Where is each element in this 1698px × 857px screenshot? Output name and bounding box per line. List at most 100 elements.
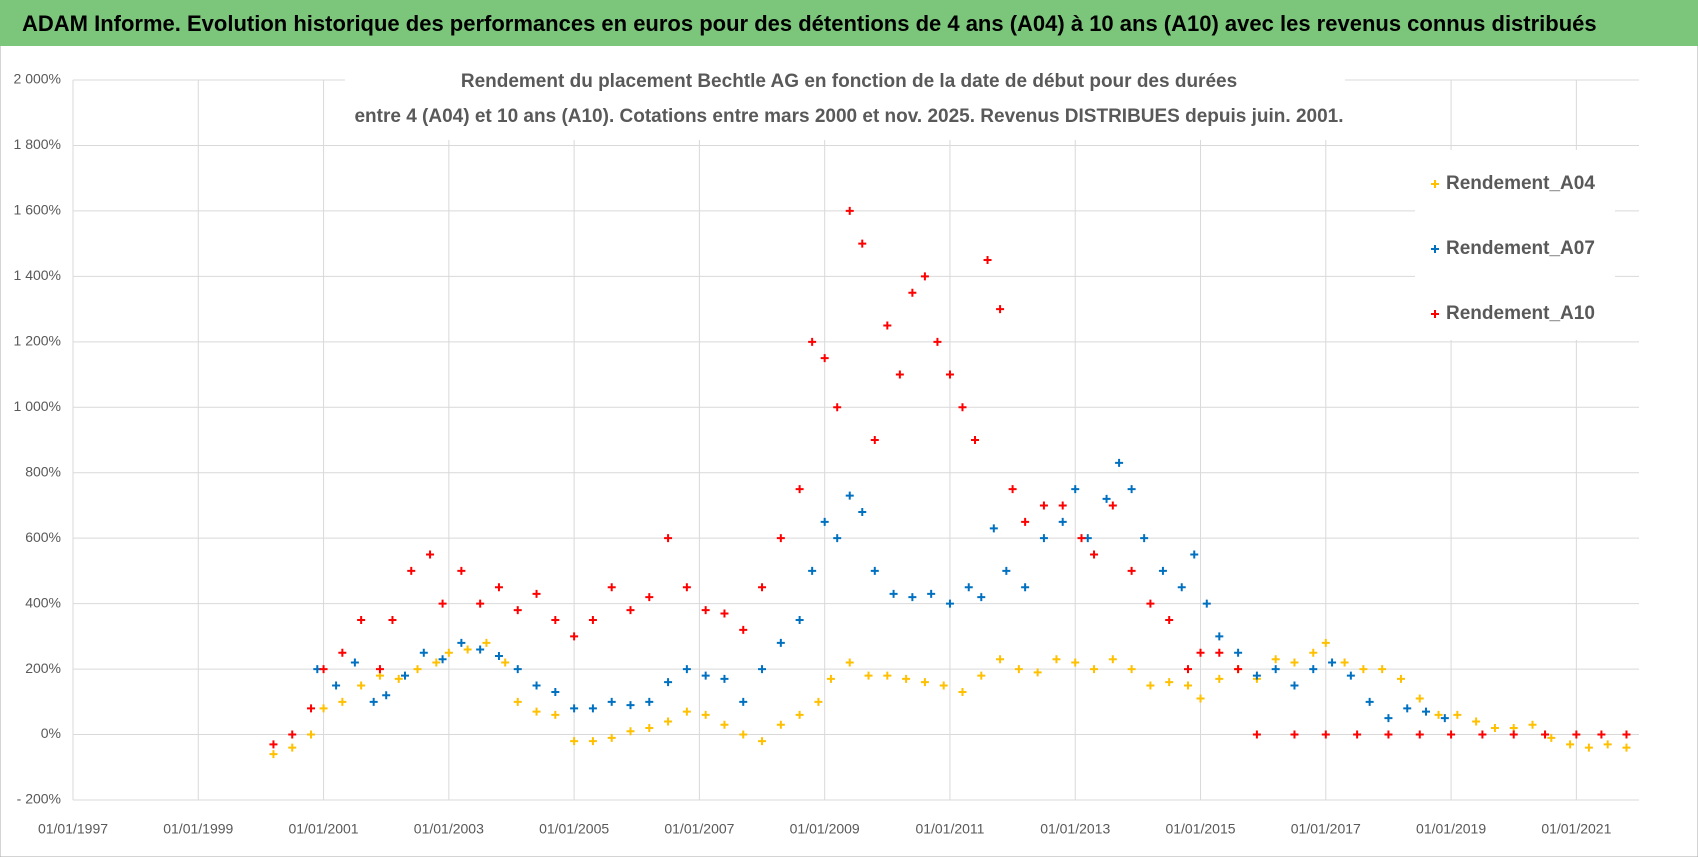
point bbox=[920, 678, 929, 687]
point bbox=[269, 740, 278, 749]
point bbox=[438, 599, 447, 608]
y-tick-label: - 200% bbox=[17, 791, 61, 807]
point bbox=[1127, 566, 1136, 575]
legend-background bbox=[1415, 150, 1615, 340]
legend-label: Rendement_A07 bbox=[1446, 238, 1595, 259]
x-tick-label: 01/01/2005 bbox=[539, 821, 609, 837]
point bbox=[927, 589, 936, 598]
point bbox=[795, 710, 804, 719]
point bbox=[400, 671, 409, 680]
point bbox=[319, 704, 328, 713]
point bbox=[908, 593, 917, 602]
point bbox=[1115, 458, 1124, 467]
point bbox=[833, 534, 842, 543]
point bbox=[1071, 658, 1080, 667]
point bbox=[1165, 616, 1174, 624]
point bbox=[1196, 694, 1205, 703]
y-tick-label: 1 800% bbox=[14, 136, 61, 152]
point bbox=[1541, 730, 1550, 739]
point bbox=[438, 655, 447, 664]
point bbox=[369, 697, 378, 706]
point bbox=[1202, 599, 1211, 608]
point bbox=[933, 337, 942, 346]
point bbox=[1215, 648, 1224, 657]
point bbox=[1622, 730, 1631, 739]
point bbox=[739, 625, 748, 634]
point bbox=[1165, 678, 1174, 687]
point bbox=[1346, 671, 1355, 680]
point bbox=[588, 704, 597, 713]
point bbox=[607, 583, 616, 592]
plot-area: - 200% 0% 200% 400% 600% 800% 1 000% 1 200% 1 40… bbox=[14, 71, 1639, 837]
point bbox=[1384, 730, 1393, 739]
point bbox=[457, 638, 466, 647]
point bbox=[350, 658, 359, 667]
legend-label: Rendement_A10 bbox=[1446, 303, 1595, 324]
point bbox=[1033, 668, 1042, 677]
point bbox=[1290, 681, 1299, 690]
y-tick-label: 1 200% bbox=[14, 333, 61, 349]
legend-marker bbox=[1431, 310, 1439, 318]
point bbox=[476, 645, 485, 654]
point bbox=[1127, 665, 1136, 674]
point bbox=[570, 704, 579, 713]
point bbox=[682, 665, 691, 674]
point bbox=[939, 681, 948, 690]
point bbox=[494, 652, 503, 660]
point bbox=[758, 665, 767, 674]
point bbox=[1058, 517, 1067, 526]
point bbox=[1384, 714, 1393, 723]
point bbox=[1403, 704, 1412, 713]
point bbox=[494, 583, 503, 592]
point bbox=[1215, 674, 1224, 683]
point bbox=[1158, 566, 1167, 575]
point bbox=[375, 665, 384, 674]
point bbox=[883, 321, 892, 330]
x-tick-label: 01/01/1999 bbox=[163, 821, 233, 837]
title-background bbox=[345, 62, 1345, 140]
point bbox=[1309, 648, 1318, 657]
point bbox=[357, 616, 366, 624]
point bbox=[1566, 740, 1575, 749]
point bbox=[1603, 740, 1612, 749]
point bbox=[1572, 730, 1581, 739]
point bbox=[1090, 665, 1099, 674]
point bbox=[457, 566, 466, 575]
point bbox=[682, 707, 691, 716]
point bbox=[1434, 710, 1443, 719]
point bbox=[426, 550, 435, 559]
point bbox=[883, 671, 892, 680]
point bbox=[551, 616, 560, 624]
point bbox=[1271, 665, 1280, 674]
point bbox=[319, 665, 328, 674]
point bbox=[1271, 655, 1280, 664]
point bbox=[758, 583, 767, 592]
point bbox=[382, 691, 391, 700]
point bbox=[808, 566, 817, 575]
point bbox=[720, 609, 729, 618]
point bbox=[1422, 707, 1431, 716]
y-tick-label: 1 400% bbox=[14, 267, 61, 283]
point bbox=[1622, 743, 1631, 752]
point bbox=[388, 616, 397, 624]
point bbox=[996, 655, 1005, 664]
point bbox=[977, 593, 986, 602]
point bbox=[664, 678, 673, 687]
point bbox=[858, 508, 867, 516]
point bbox=[945, 599, 954, 608]
point bbox=[1177, 583, 1186, 592]
point bbox=[1234, 648, 1243, 657]
point bbox=[776, 638, 785, 647]
point bbox=[357, 681, 366, 690]
point bbox=[645, 724, 654, 732]
x-tick-label: 01/01/2001 bbox=[289, 821, 359, 837]
point bbox=[664, 534, 673, 543]
point bbox=[1108, 655, 1117, 664]
point bbox=[1146, 599, 1155, 608]
point bbox=[814, 697, 823, 706]
point bbox=[394, 674, 403, 683]
y-tick-label: 1 000% bbox=[14, 398, 61, 414]
point bbox=[845, 491, 854, 500]
chart-title: Rendement du placement Bechtle AG en fon… bbox=[461, 71, 1237, 92]
y-tick-label: 600% bbox=[25, 529, 61, 545]
